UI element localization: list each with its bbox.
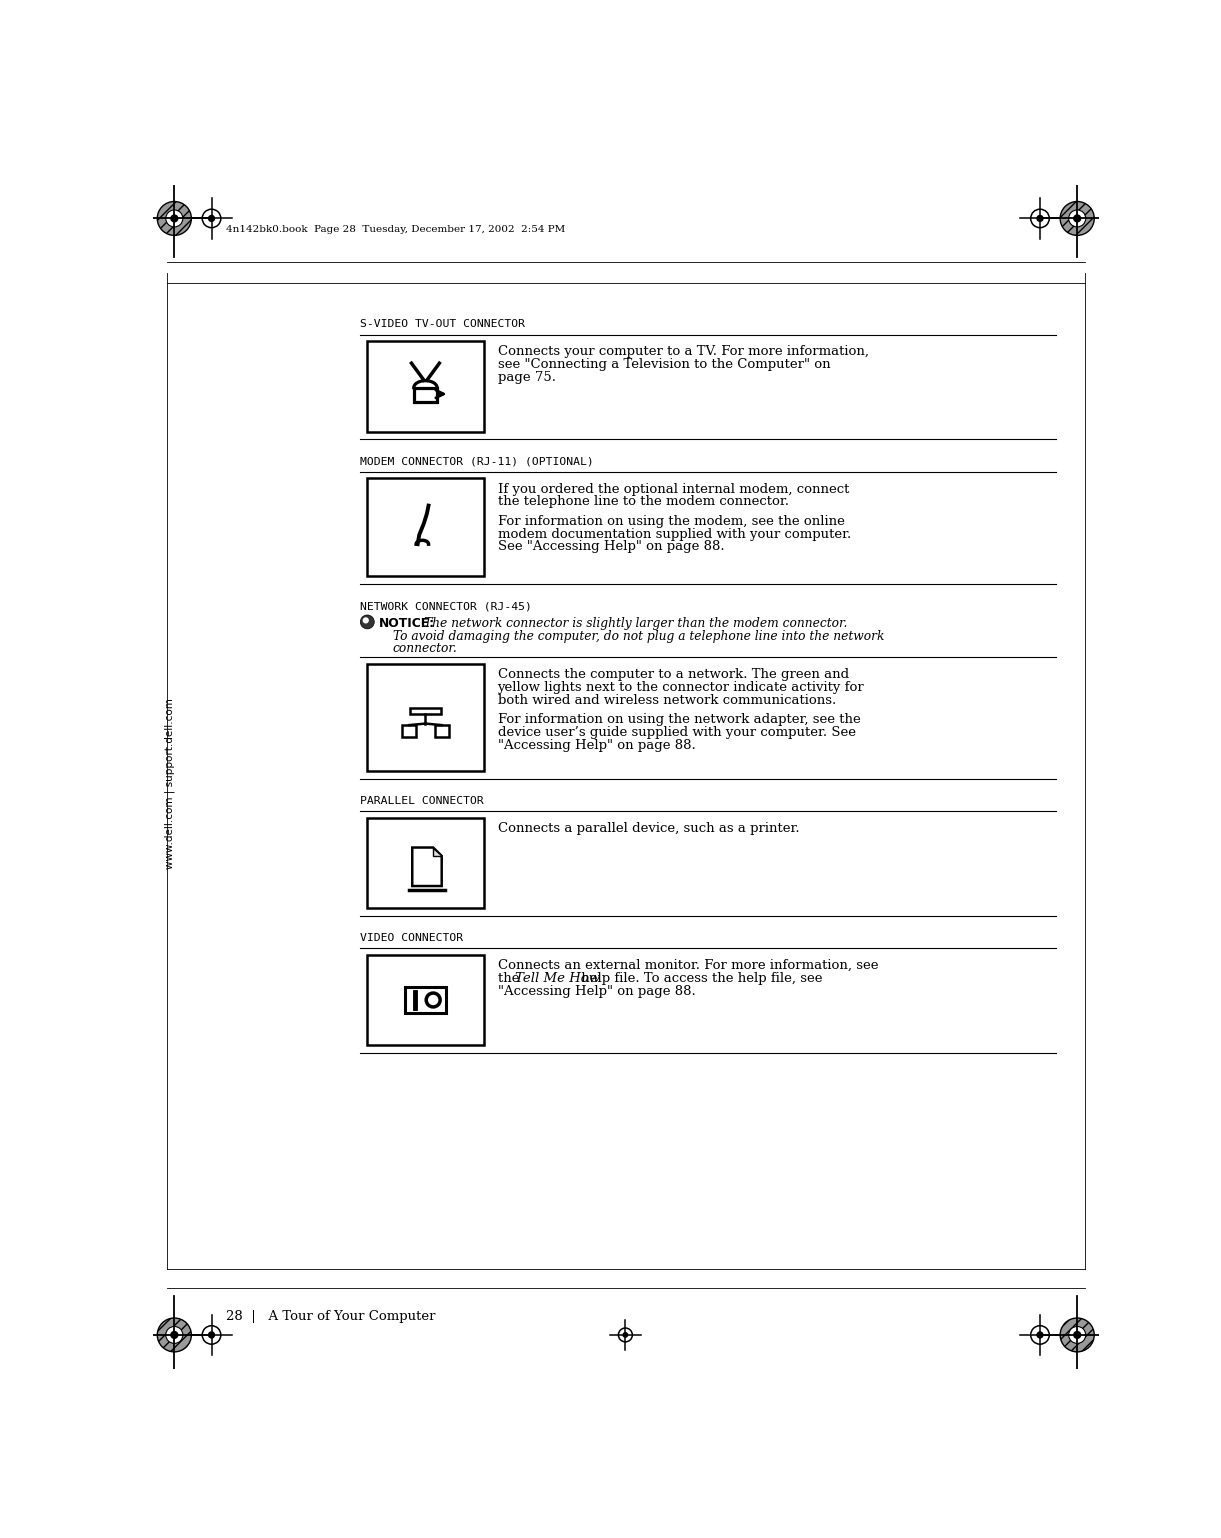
Text: 4n142bk0.book  Page 28  Tuesday, December 17, 2002  2:54 PM: 4n142bk0.book Page 28 Tuesday, December … <box>226 225 565 234</box>
Bar <box>410 707 441 714</box>
Text: The network connector is slightly larger than the modem connector.: The network connector is slightly larger… <box>424 617 847 631</box>
Circle shape <box>1037 1332 1043 1338</box>
Bar <box>366 818 485 909</box>
Circle shape <box>209 1332 215 1338</box>
Text: Connects the computer to a network. The green and: Connects the computer to a network. The … <box>497 667 849 681</box>
Text: yellow lights next to the connector indicate activity for: yellow lights next to the connector indi… <box>497 681 864 694</box>
Bar <box>366 341 485 432</box>
Circle shape <box>1068 211 1085 228</box>
Bar <box>366 663 485 771</box>
Circle shape <box>158 201 192 235</box>
Text: the telephone line to the modem connector.: the telephone line to the modem connecto… <box>497 495 789 508</box>
Text: device user’s guide supplied with your computer. See: device user’s guide supplied with your c… <box>497 726 856 738</box>
Text: See "Accessing Help" on page 88.: See "Accessing Help" on page 88. <box>497 540 724 554</box>
Circle shape <box>1073 215 1081 221</box>
Text: see "Connecting a Television to the Computer" on: see "Connecting a Television to the Comp… <box>497 358 830 371</box>
Text: page 75.: page 75. <box>497 371 556 384</box>
Circle shape <box>209 215 215 221</box>
Text: the: the <box>497 972 524 984</box>
Bar <box>402 724 416 737</box>
Text: connector.: connector. <box>393 641 458 655</box>
Circle shape <box>1073 1332 1081 1338</box>
Text: Tell Me How: Tell Me How <box>515 972 601 984</box>
Bar <box>366 478 485 577</box>
Circle shape <box>360 615 375 629</box>
Circle shape <box>426 994 440 1007</box>
Text: If you ordered the optional internal modem, connect: If you ordered the optional internal mod… <box>497 483 849 495</box>
Text: NETWORK CONNECTOR (RJ-45): NETWORK CONNECTOR (RJ-45) <box>360 601 532 611</box>
Text: Connects an external monitor. For more information, see: Connects an external monitor. For more i… <box>497 960 878 972</box>
Text: "Accessing Help" on page 88.: "Accessing Help" on page 88. <box>497 984 695 998</box>
Circle shape <box>166 211 183 228</box>
Circle shape <box>363 617 369 623</box>
Text: MODEM CONNECTOR (RJ-11) (OPTIONAL): MODEM CONNECTOR (RJ-11) (OPTIONAL) <box>360 457 595 466</box>
Circle shape <box>1060 1318 1094 1352</box>
Circle shape <box>166 1326 183 1343</box>
Polygon shape <box>433 847 442 857</box>
Circle shape <box>1037 215 1043 221</box>
Circle shape <box>171 215 178 221</box>
Text: NOTICE:: NOTICE: <box>379 617 435 631</box>
Text: modem documentation supplied with your computer.: modem documentation supplied with your c… <box>497 528 851 541</box>
Circle shape <box>158 1318 192 1352</box>
Text: Connects your computer to a TV. For more information,: Connects your computer to a TV. For more… <box>497 346 868 358</box>
Circle shape <box>171 1332 178 1338</box>
Bar <box>414 388 437 401</box>
Circle shape <box>1060 201 1094 235</box>
Text: www.dell.com | support.dell.com: www.dell.com | support.dell.com <box>165 698 175 869</box>
Text: help file. To access the help file, see: help file. To access the help file, see <box>578 972 823 984</box>
Text: S-VIDEO TV-OUT CONNECTOR: S-VIDEO TV-OUT CONNECTOR <box>360 320 525 329</box>
Text: "Accessing Help" on page 88.: "Accessing Help" on page 88. <box>497 738 695 752</box>
Polygon shape <box>413 847 442 886</box>
Text: PARALLEL CONNECTOR: PARALLEL CONNECTOR <box>360 797 484 806</box>
Circle shape <box>1068 1326 1085 1343</box>
Bar <box>404 987 447 1014</box>
Text: 28  |   A Tour of Your Computer: 28 | A Tour of Your Computer <box>226 1310 436 1323</box>
Bar <box>366 955 485 1046</box>
Text: To avoid damaging the computer, do not plug a telephone line into the network: To avoid damaging the computer, do not p… <box>393 629 884 643</box>
Text: For information on using the network adapter, see the: For information on using the network ada… <box>497 714 861 726</box>
Bar <box>435 724 448 737</box>
Text: Connects a parallel device, such as a printer.: Connects a parallel device, such as a pr… <box>497 823 799 835</box>
Text: For information on using the modem, see the online: For information on using the modem, see … <box>497 515 845 528</box>
Circle shape <box>623 1333 628 1337</box>
Text: VIDEO CONNECTOR: VIDEO CONNECTOR <box>360 934 464 943</box>
Text: both wired and wireless network communications.: both wired and wireless network communic… <box>497 694 835 706</box>
